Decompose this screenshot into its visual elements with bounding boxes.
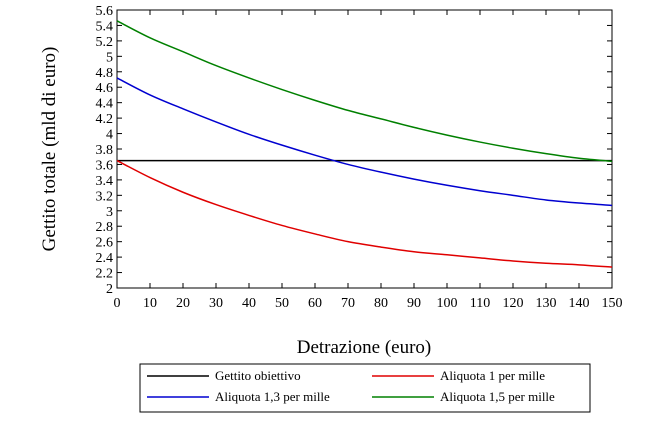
y-tick-label: 2.6 (96, 236, 114, 251)
y-tick-label: 5.4 (96, 19, 114, 34)
y-axis-ticks: 22.22.42.62.833.23.43.63.844.24.44.64.85… (96, 4, 612, 297)
y-tick-label: 5.6 (96, 4, 114, 19)
y-tick-label: 4.8 (96, 66, 114, 81)
y-tick-label: 2.2 (96, 267, 114, 282)
plot-frame (116, 9, 613, 289)
series-line-aliquota-1-per-mille (116, 159, 613, 268)
y-tick-label: 5 (106, 50, 113, 65)
x-tick-label: 80 (374, 296, 388, 311)
y-tick-label: 3.6 (96, 158, 114, 173)
y-tick-label: 2 (106, 282, 113, 297)
x-tick-label: 120 (503, 296, 524, 311)
legend-box (139, 363, 591, 413)
x-tick-label: 50 (275, 296, 289, 311)
x-axis-title: Detrazione (euro) (297, 337, 432, 358)
y-tick-label: 3.8 (96, 143, 114, 158)
x-tick-label: 10 (143, 296, 157, 311)
x-tick-label: 150 (602, 296, 623, 311)
x-tick-label: 90 (407, 296, 421, 311)
y-tick-label: 4.4 (96, 97, 114, 112)
legend-label: Gettito obiettivo (215, 368, 301, 383)
chart-legend: Gettito obiettivo Aliquota 1 per mille Ali… (139, 363, 591, 413)
legend-label: Aliquota 1 per mille (440, 368, 545, 383)
y-tick-label: 3 (106, 205, 113, 220)
x-tick-label: 140 (569, 296, 590, 311)
x-tick-label: 130 (536, 296, 557, 311)
x-tick-label: 0 (114, 296, 121, 311)
y-tick-label: 2.4 (96, 251, 114, 266)
x-tick-label: 20 (176, 296, 190, 311)
x-tick-label: 70 (341, 296, 355, 311)
plot-area (116, 9, 613, 289)
series-line-aliquota-1-5-per-mille (116, 20, 613, 163)
y-tick-label: 2.8 (96, 220, 114, 235)
y-tick-label: 5.2 (96, 35, 114, 50)
legend-label: Aliquota 1,5 per mille (440, 389, 555, 404)
y-axis-title: Gettito totale (mld di euro) (39, 47, 60, 252)
x-tick-label: 60 (308, 296, 322, 311)
x-axis-ticks: 0 10 20 30 40 50 60 70 80 90 100 110 120 130 140 150 (114, 10, 623, 311)
y-tick-label: 3.4 (96, 174, 114, 189)
y-tick-label: 4 (106, 128, 113, 143)
series-lines (116, 20, 613, 268)
y-tick-label: 3.2 (96, 189, 114, 204)
x-tick-label: 110 (470, 296, 490, 311)
x-tick-label: 30 (209, 296, 223, 311)
series-line-aliquota-1-3-per-mille (116, 77, 613, 207)
x-tick-label: 40 (242, 296, 256, 311)
x-tick-label: 100 (437, 296, 458, 311)
y-tick-label: 4.6 (96, 81, 114, 96)
y-tick-label: 4.2 (96, 112, 114, 127)
legend-label: Aliquota 1,3 per mille (215, 389, 330, 404)
